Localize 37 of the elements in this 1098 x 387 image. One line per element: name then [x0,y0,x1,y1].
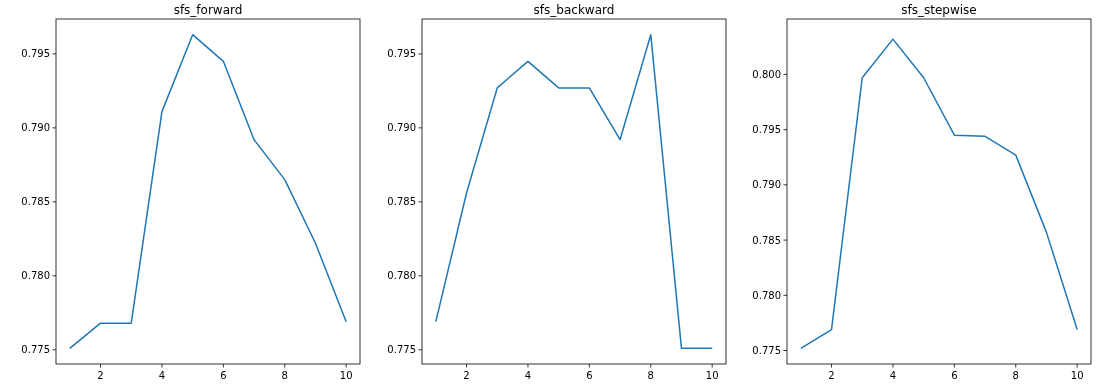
y-tick-label: 0.780 [752,289,781,301]
x-tick-label: 2 [97,370,104,381]
y-tick-label: 0.795 [21,48,50,60]
line-series [800,38,1078,350]
y-tick-label: 0.775 [387,344,416,356]
y-tick-label: 0.775 [21,344,50,356]
x-tick-label: 2 [463,370,470,381]
x-tick-label: 4 [158,370,166,381]
x-tick-label: 6 [586,370,593,381]
y-tick-label: 0.795 [752,124,781,136]
x-tick-label: 10 [339,370,353,381]
x-tick-label: 8 [1012,370,1019,381]
x-tick-label: 6 [951,370,958,381]
line-series [435,33,713,350]
x-tick-label: 4 [524,370,532,381]
line-series [69,33,347,350]
y-tick-label: 0.780 [387,270,416,282]
x-tick-label: 10 [705,370,719,381]
y-tick-label: 0.790 [21,122,50,134]
chart-title: sfs_forward [173,3,243,17]
y-tick-label: 0.785 [387,196,416,208]
y-tick-label: 0.795 [387,48,416,60]
x-tick-label: 8 [647,370,654,381]
chart-title: sfs_stepwise [901,3,977,17]
y-tick-label: 0.790 [752,179,781,191]
y-tick-label: 0.785 [21,196,50,208]
y-tick-label: 0.785 [752,234,781,246]
y-tick-label: 0.790 [387,122,416,134]
y-tick-label: 0.800 [752,68,781,80]
x-tick-label: 2 [828,370,835,381]
x-tick-label: 8 [281,370,288,381]
x-tick-label: 4 [889,370,897,381]
y-tick-label: 0.780 [21,270,50,282]
x-tick-label: 6 [220,370,227,381]
chart-title: sfs_backward [533,3,615,17]
x-tick-label: 10 [1070,370,1084,381]
y-tick-label: 0.775 [752,345,781,357]
